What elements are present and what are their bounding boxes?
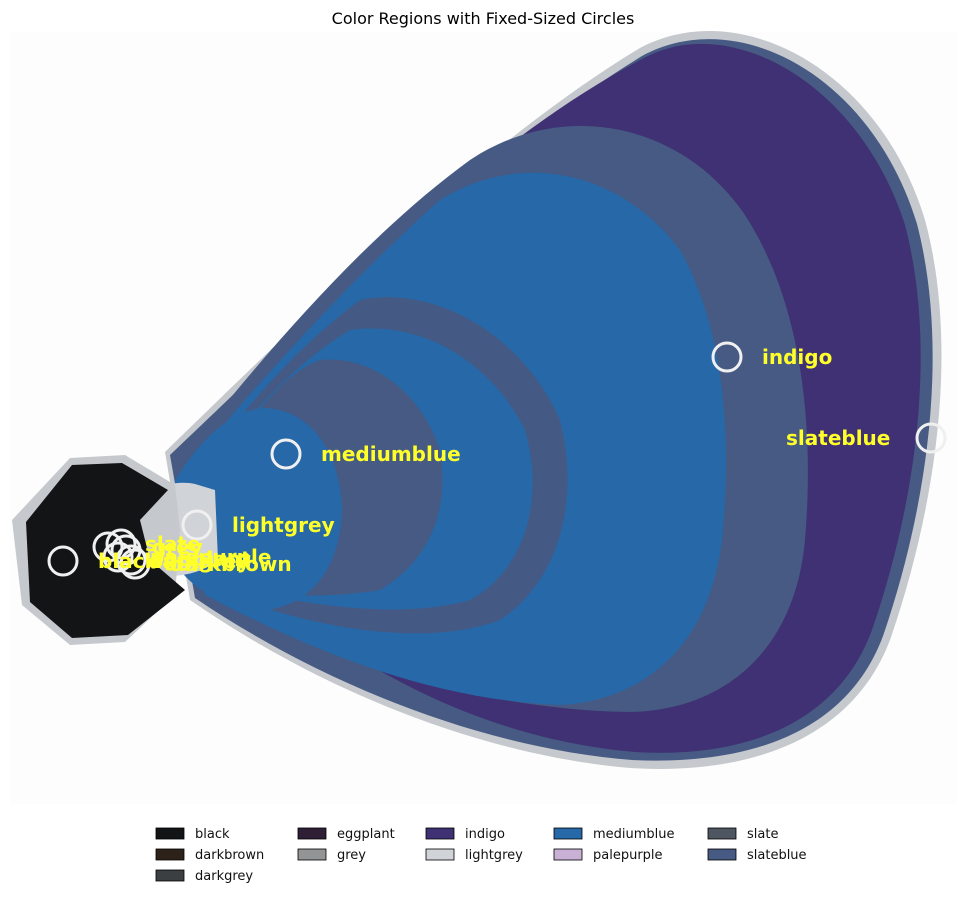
legend-label-mediumblue: mediumblue (593, 827, 675, 842)
legend-swatch-eggplant (297, 827, 327, 840)
label-grey: grey (152, 535, 203, 559)
legend-item-slate: slate (707, 827, 778, 842)
circle-slateblue (915, 422, 947, 454)
legend-label-lightgrey: lightgrey (465, 848, 523, 863)
legend-item-darkbrown: darkbrown (155, 848, 264, 863)
label-lightgrey: lightgrey (232, 513, 335, 537)
legend-label-palepurple: palepurple (593, 848, 663, 863)
legend-label-indigo: indigo (465, 827, 505, 842)
chart-title: Color Regions with Fixed-Sized Circles (332, 9, 635, 28)
circle-black (47, 545, 79, 577)
legend-item-eggplant: eggplant (297, 827, 395, 842)
label-palepurple: palepurple (150, 545, 271, 569)
circle-eggplant (102, 541, 134, 573)
legend-item-slateblue: slateblue (707, 848, 807, 863)
label-black: black (98, 549, 159, 573)
legend-label-black: black (195, 827, 230, 842)
circle-darkbrown (119, 548, 151, 580)
marker-layer: indigo slateblue mediumblue lightgrey sl… (47, 341, 947, 580)
label-eggplant: eggplant (150, 547, 251, 571)
legend-item-grey: grey (297, 848, 366, 863)
circle-indigo (711, 341, 743, 373)
legend-swatch-black (155, 827, 185, 840)
legend-swatch-darkgrey (155, 869, 185, 882)
legend-swatch-slate (707, 827, 737, 840)
label-darkgrey: darkgrey (148, 549, 250, 573)
legend-swatch-palepurple (553, 848, 583, 861)
circle-mediumblue (270, 438, 302, 470)
legend-label-slateblue: slateblue (747, 848, 807, 863)
region-shapes (12, 31, 942, 769)
legend-swatch-mediumblue (553, 827, 583, 840)
label-mediumblue: mediumblue (321, 442, 461, 466)
legend-item-indigo: indigo (425, 827, 505, 842)
legend-swatch-darkbrown (155, 848, 185, 861)
legend-item-darkgrey: darkgrey (155, 869, 253, 884)
label-slateblue: slateblue (786, 426, 890, 450)
legend-label-eggplant: eggplant (337, 827, 395, 842)
legend-swatch-indigo (425, 827, 455, 840)
label-indigo: indigo (762, 345, 832, 369)
legend-item-palepurple: palepurple (553, 848, 663, 863)
label-slate: slate (145, 532, 200, 556)
legend-item-black: black (155, 827, 230, 842)
legend: black darkbrown darkgrey eggplant grey i… (155, 827, 807, 884)
circle-darkgrey (115, 544, 147, 576)
legend-item-lightgrey: lightgrey (425, 848, 523, 863)
legend-swatch-lightgrey (425, 848, 455, 861)
legend-label-darkgrey: darkgrey (195, 869, 253, 884)
legend-label-darkbrown: darkbrown (195, 848, 264, 863)
legend-item-mediumblue: mediumblue (553, 827, 675, 842)
legend-label-slate: slate (747, 827, 778, 842)
legend-swatch-slateblue (707, 848, 737, 861)
legend-label-grey: grey (337, 848, 366, 863)
circle-palepurple (92, 531, 124, 563)
label-darkbrown: darkbrown (170, 552, 292, 576)
circle-lightgrey (181, 509, 213, 541)
legend-swatch-grey (297, 848, 327, 861)
